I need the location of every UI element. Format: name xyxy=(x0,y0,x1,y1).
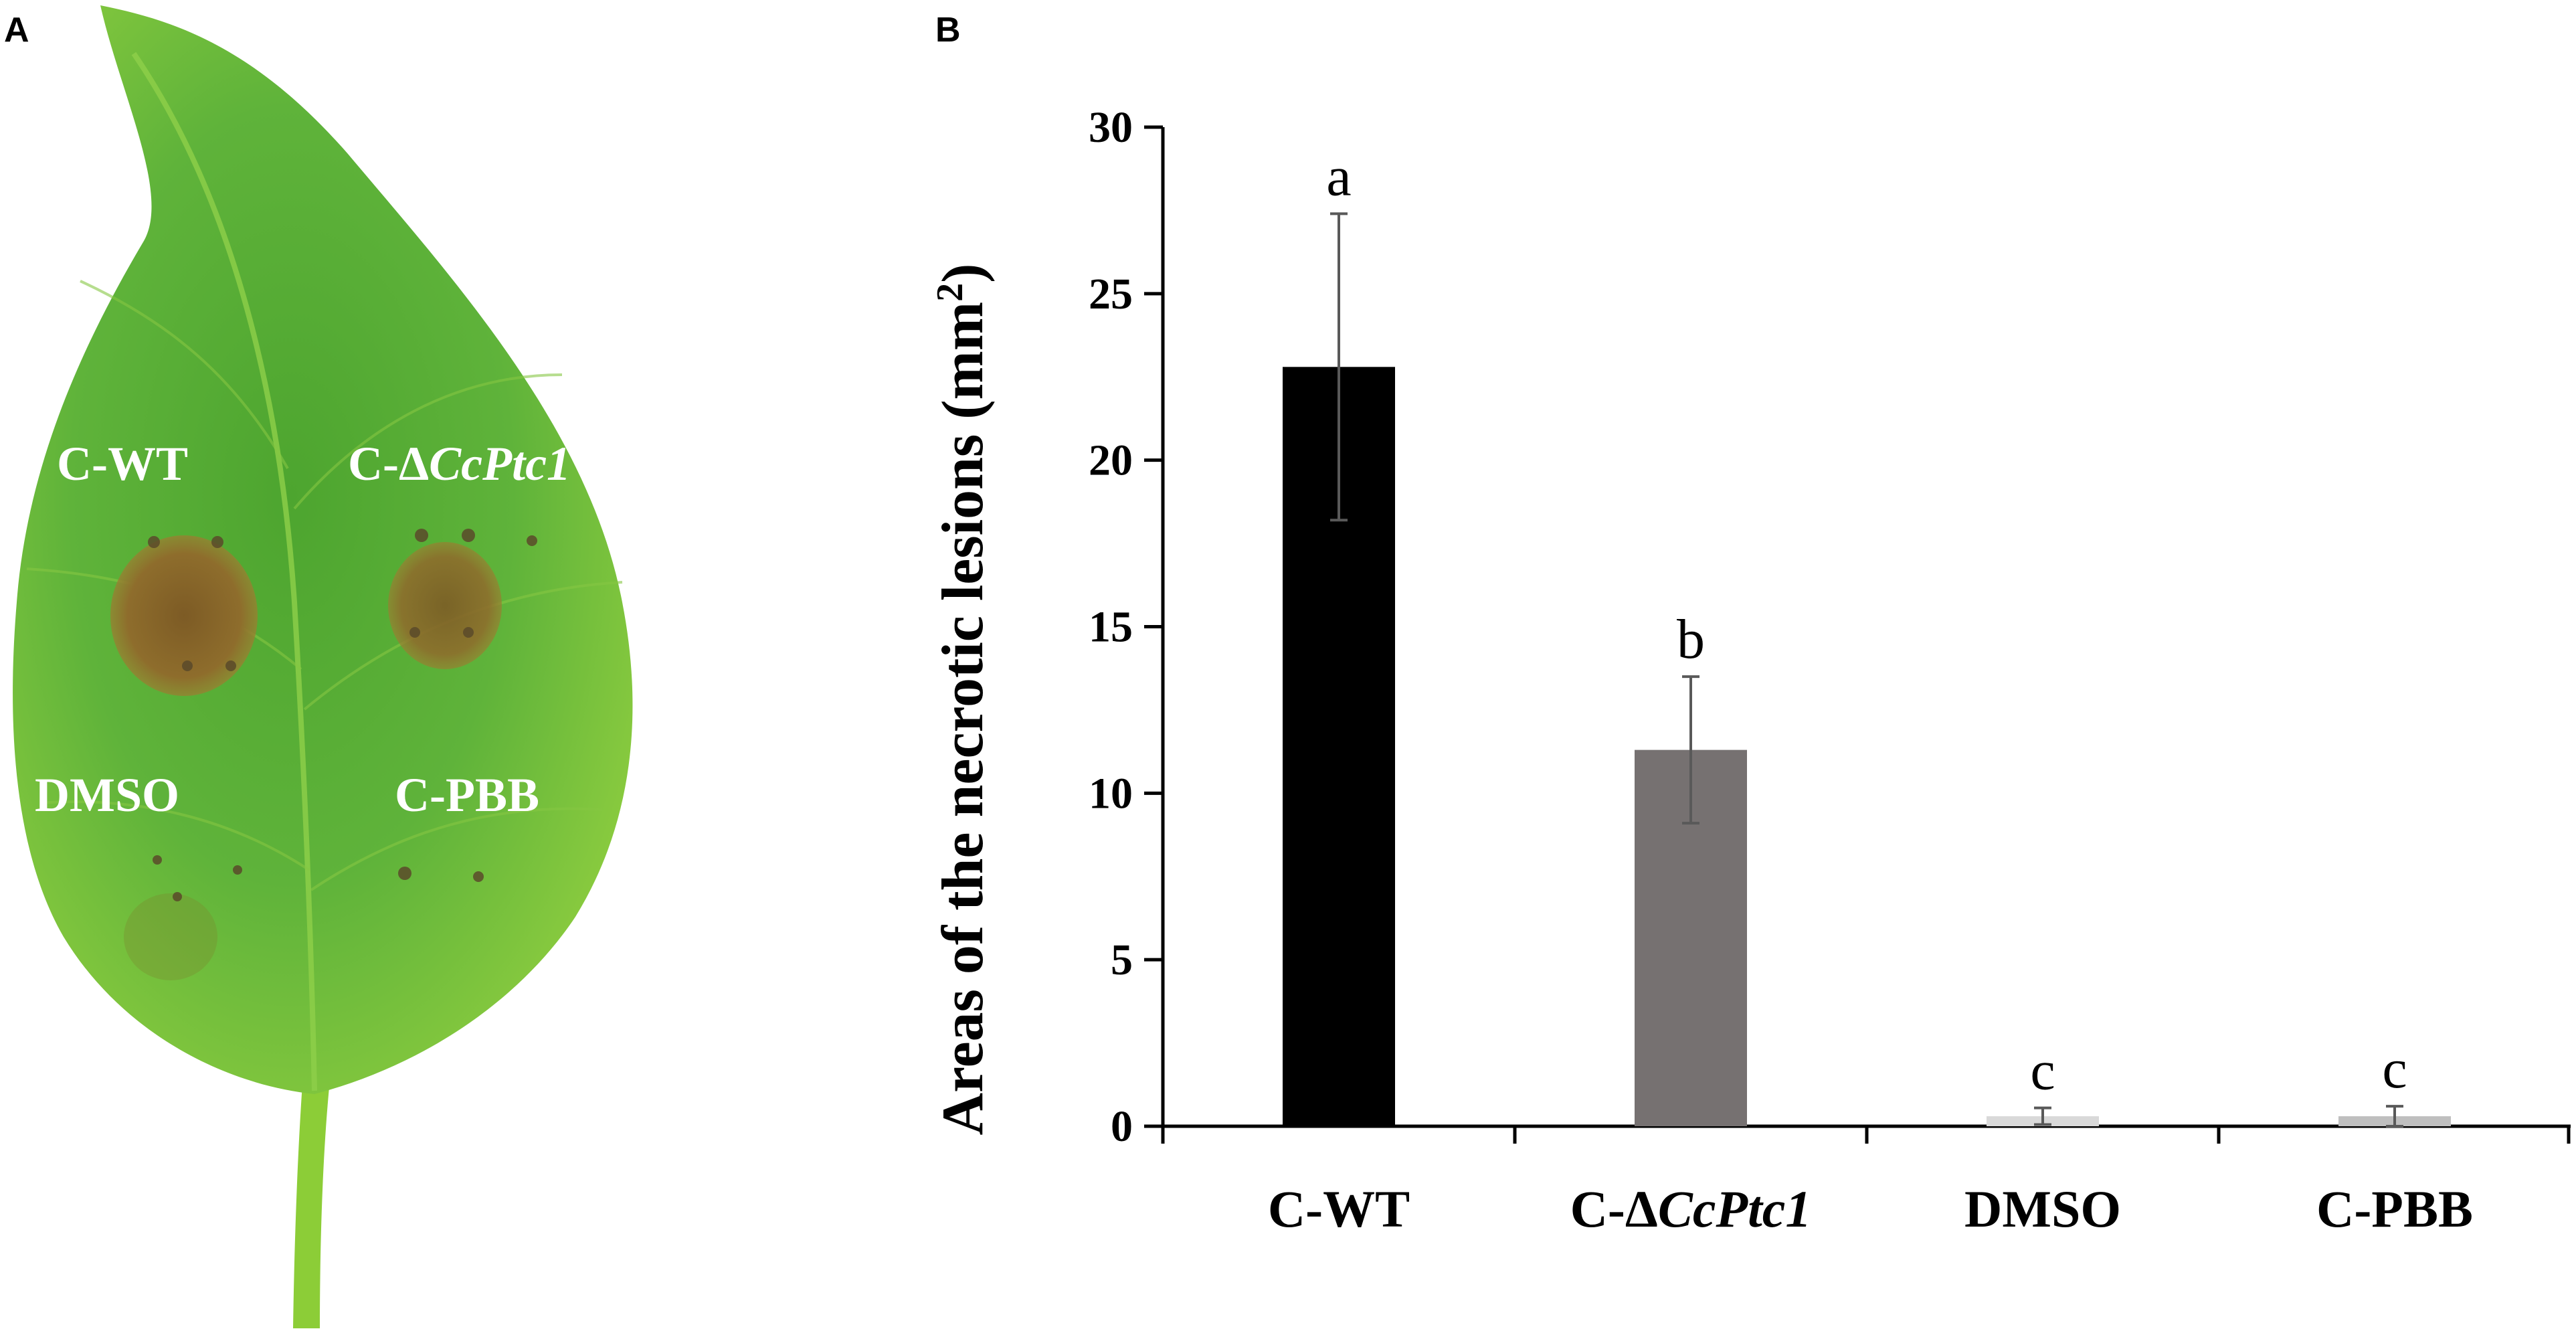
leaf-vein xyxy=(310,807,603,891)
leaf-label-c-delta-prefix: C-Δ xyxy=(348,437,429,491)
panel-letter-b: B xyxy=(935,11,961,50)
category-labels: C-WT C-ΔCcPtc1 DMSO C-PBB xyxy=(1268,1180,2473,1238)
y-tick-label: 5 xyxy=(1111,936,1133,984)
y-tick-label: 10 xyxy=(1089,769,1133,818)
y-axis: 0 5 10 15 20 25 30 xyxy=(1089,103,1165,1151)
leaf-petiole xyxy=(293,1084,329,1328)
y-tick-label: 30 xyxy=(1089,103,1133,152)
category-label-text: C-Δ xyxy=(1570,1180,1658,1238)
y-axis-title-close: ) xyxy=(931,264,996,283)
leaf-blade xyxy=(13,5,633,1094)
category-label: C-PBB xyxy=(2316,1180,2473,1238)
y-axis-title: Areas of the necrotic lesions (mm2) xyxy=(929,264,996,1136)
significance-labels: a b c c xyxy=(1326,145,2407,1101)
leaf-label-c-wt: C-WT xyxy=(57,437,188,491)
panel-a: A xyxy=(4,5,633,1328)
significance-label: c xyxy=(2030,1040,2055,1102)
lesion-c-delta xyxy=(388,542,502,669)
inoculation-dots xyxy=(148,529,537,901)
leaf-label-c-pbb: C-PBB xyxy=(395,768,539,822)
leaf-photo: C-WT C-ΔCcPtc1 DMSO C-PBB xyxy=(13,5,633,1328)
category-label: C-WT xyxy=(1268,1180,1410,1238)
significance-label: a xyxy=(1326,145,1351,207)
lesion-dmso xyxy=(124,893,217,980)
leaf-vein xyxy=(80,280,289,469)
category-label-italic: CcPtc1 xyxy=(1658,1180,1812,1238)
y-tick-label: 20 xyxy=(1089,436,1133,485)
category-label: C-ΔCcPtc1 xyxy=(1570,1180,1812,1238)
significance-label: b xyxy=(1677,608,1705,671)
y-axis-title-main: Areas of the necrotic lesions (mm xyxy=(931,302,996,1136)
leaf-label-c-delta: C-ΔCcPtc1 xyxy=(348,437,571,491)
leaf-midrib xyxy=(131,52,317,1091)
y-tick-label: 15 xyxy=(1089,603,1133,652)
y-axis-title-group: Areas of the necrotic lesions (mm2) xyxy=(929,264,996,1136)
y-tick-label: 25 xyxy=(1089,270,1133,319)
category-label: DMSO xyxy=(1964,1180,2121,1238)
plot-area: 0 5 10 15 20 25 30 a b c c C-WT C-ΔCcPtc1 DMSO C-PBB xyxy=(1089,103,2571,1238)
y-axis-title-sup: 2 xyxy=(929,283,971,302)
leaf-vein xyxy=(293,373,563,510)
category-label-text: DMSO xyxy=(1964,1180,2121,1238)
category-label-text: C-WT xyxy=(1268,1180,1410,1238)
y-tick-label: 0 xyxy=(1111,1102,1133,1151)
leaf-label-c-delta-gene: CcPtc1 xyxy=(429,437,571,491)
leaf-label-dmso: DMSO xyxy=(35,768,179,822)
lesion-c-wt xyxy=(110,535,258,696)
x-axis xyxy=(1161,1124,2571,1144)
error-bars xyxy=(1330,212,2403,1128)
category-label-text: C-PBB xyxy=(2316,1180,2473,1238)
leaf-vein xyxy=(39,800,310,871)
significance-label: c xyxy=(2382,1038,2407,1100)
bars xyxy=(1283,367,2451,1126)
panel-letter-a: A xyxy=(4,11,29,50)
panel-b: B Areas of the necrotic lesions (mm2) 0 5… xyxy=(929,11,2571,1238)
